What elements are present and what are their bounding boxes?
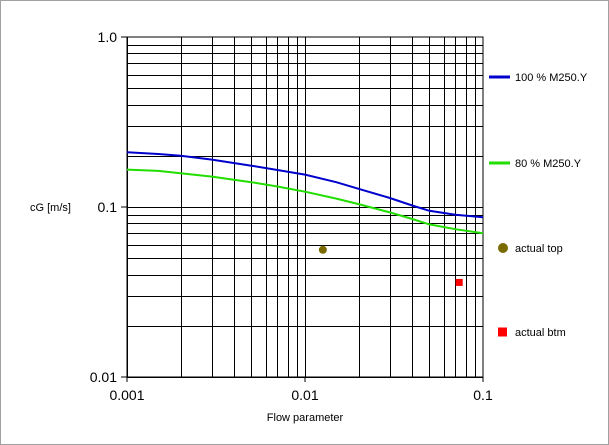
legend-label: 80 % M250.Y xyxy=(515,158,582,170)
legend-label: 100 % M250.Y xyxy=(515,72,588,84)
data-point xyxy=(318,245,327,254)
grid xyxy=(127,37,483,378)
x-tick-label: 0.1 xyxy=(473,387,493,403)
legend: 100 % M250.Y 80 % M250.Y actual top actual … xyxy=(489,72,588,339)
y-axis-label: cG [m/s] xyxy=(30,202,71,214)
y-tick-label: 0.1 xyxy=(98,199,118,215)
series-line xyxy=(126,151,484,219)
y-tick-label: 1.0 xyxy=(98,29,118,45)
legend-label: actual btm xyxy=(515,327,566,339)
legend-swatch xyxy=(498,243,508,253)
x-tick-label: 0.01 xyxy=(291,387,318,403)
x-tick-label: 0.001 xyxy=(109,387,144,403)
x-axis-label: Flow parameter xyxy=(267,412,344,424)
y-tick-label: 0.01 xyxy=(90,369,117,385)
series-line xyxy=(126,168,484,235)
legend-swatch xyxy=(498,327,507,337)
tick-labels: 0.001 0.01 0.1 0.01 0.1 1.0 xyxy=(90,29,493,403)
legend-label: actual top xyxy=(515,243,563,255)
data-point xyxy=(455,278,463,286)
series-group xyxy=(126,151,484,286)
